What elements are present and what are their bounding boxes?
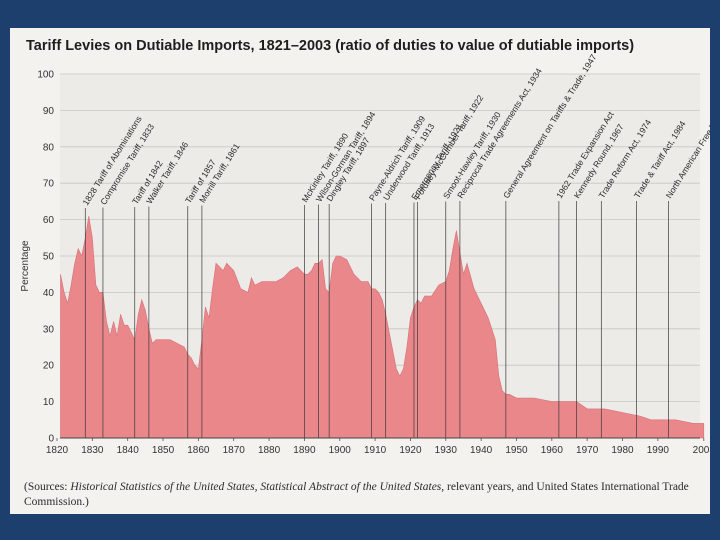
axis-layer: 0 10 20 30 40 50 60 70 80 90 100 1820 1830 1840 1850 18… (20, 70, 710, 457)
x-tick-label: 1920 (399, 445, 422, 456)
source-note: (Sources: Historical Statistics of the U… (24, 480, 704, 510)
x-tick-label: 1900 (329, 445, 352, 456)
source-prefix: (Sources: (24, 481, 71, 493)
x-tick-label: 1990 (647, 445, 670, 456)
x-tick-label: 2003 (693, 445, 710, 456)
x-tick-label: 1930 (435, 445, 458, 456)
y-tick-label: 50 (43, 252, 55, 263)
x-tick-label: 1890 (293, 445, 316, 456)
chart-title-main: Tariff Levies on Dutiable Imports, 1821–… (26, 38, 332, 54)
y-tick-label: 0 (48, 434, 54, 445)
y-tick-label: 40 (43, 288, 55, 299)
x-tick-label: 1820 (46, 445, 69, 456)
y-tick-label: 10 (43, 397, 55, 408)
y-tick-label: 100 (37, 70, 54, 81)
x-tick-label: 1980 (611, 445, 634, 456)
x-tick-label: 1970 (576, 445, 599, 456)
y-tick-label: 20 (43, 361, 55, 372)
x-tick-label: 1940 (470, 445, 493, 456)
y-tick-label: 90 (43, 106, 55, 117)
x-tick-label: 1870 (223, 445, 246, 456)
y-tick-label: 60 (43, 215, 55, 226)
y-axis-label: Percentage (20, 240, 31, 292)
source-suffix: relevant years, and United States Intern… (24, 481, 689, 508)
source-italic: Historical Statistics of the United Stat… (70, 481, 445, 493)
chart-subtitle: (ratio of duties to value of dutiable im… (335, 38, 635, 54)
x-tick-label: 1910 (364, 445, 387, 456)
y-tick-label: 30 (43, 324, 55, 335)
x-tick-label: 1840 (117, 445, 140, 456)
x-tick-label: 1830 (81, 445, 104, 456)
y-tick-label: 80 (43, 142, 55, 153)
chart-title: Tariff Levies on Dutiable Imports, 1821–… (26, 38, 706, 54)
area-layer (60, 215, 705, 439)
x-tick-label: 1880 (258, 445, 281, 456)
x-tick-label: 1950 (505, 445, 528, 456)
y-tick-label: 70 (43, 179, 55, 190)
tariff-area (60, 215, 705, 439)
textbook-page: Tariff Levies on Dutiable Imports, 1821–… (10, 28, 710, 514)
x-tick-label: 1960 (541, 445, 564, 456)
x-tick-label: 1860 (187, 445, 210, 456)
x-tick-label: 1850 (152, 445, 175, 456)
